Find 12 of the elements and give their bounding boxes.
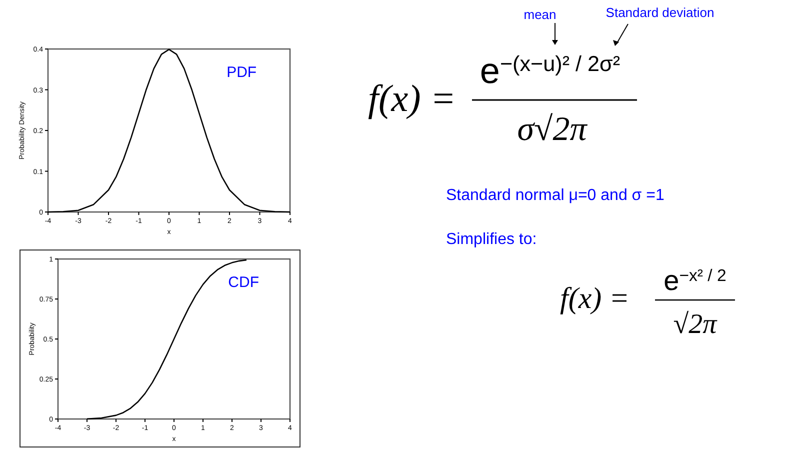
text: f(x) = — [368, 78, 456, 120]
text: Standard normal μ=0 and σ =1 — [446, 187, 664, 204]
text: e$^{−x² / 2}$ — [664, 265, 726, 296]
text: f(x) = — [560, 282, 630, 315]
text: e$^{−(x−u)² / 2σ²}$ — [480, 50, 620, 91]
text: √2π — [673, 309, 718, 340]
annotation: PDF — [226, 64, 257, 81]
text: Standard deviation — [606, 5, 714, 20]
text: σ√2π — [517, 111, 588, 148]
text: mean — [524, 7, 556, 22]
annotation: CDF — [228, 274, 260, 291]
text: Simplifies to: — [446, 231, 537, 248]
